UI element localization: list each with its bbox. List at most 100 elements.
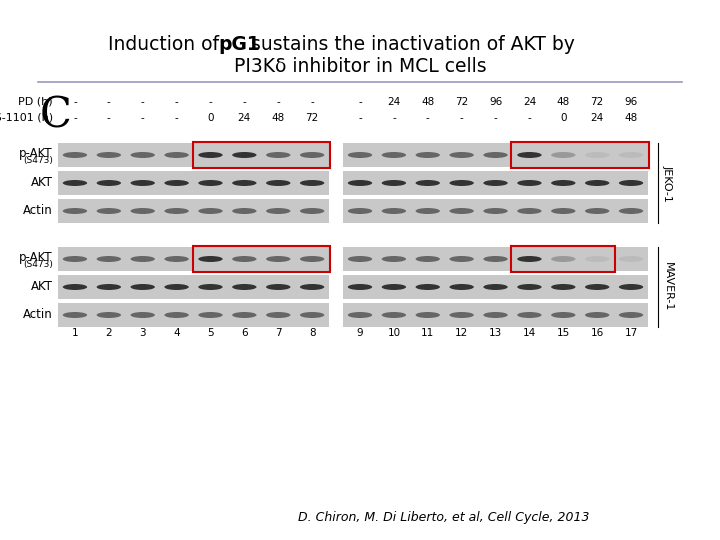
Text: -: - [276,97,280,107]
Text: 0: 0 [560,113,567,123]
Ellipse shape [96,256,121,262]
Bar [58,303,329,327]
Text: -: - [392,113,396,123]
Text: -: - [107,113,111,123]
Ellipse shape [130,180,155,186]
Ellipse shape [300,284,324,290]
Bar [192,142,330,168]
Text: -: - [141,113,145,123]
Ellipse shape [63,180,87,186]
Text: D. Chiron, M. Di Liberto, et al, Cell Cycle, 2013: D. Chiron, M. Di Liberto, et al, Cell Cy… [299,511,590,524]
Text: -: - [175,97,179,107]
Text: 7: 7 [275,328,282,338]
Text: MAVER-1: MAVER-1 [663,262,673,312]
Text: Actin: Actin [23,205,53,218]
Ellipse shape [63,152,87,158]
Ellipse shape [483,152,508,158]
Ellipse shape [130,312,155,318]
Ellipse shape [382,208,406,214]
Text: 48: 48 [271,113,285,123]
Ellipse shape [348,180,372,186]
Text: Induction of: Induction of [108,36,225,55]
Text: -: - [175,113,179,123]
Text: -: - [358,97,362,107]
Bar [343,143,648,167]
Ellipse shape [198,284,222,290]
Text: 0: 0 [207,113,214,123]
Text: 6: 6 [241,328,248,338]
Ellipse shape [348,256,372,262]
Ellipse shape [232,312,256,318]
Bar [192,246,330,272]
Ellipse shape [483,256,508,262]
Bar [58,199,329,223]
Text: 3: 3 [140,328,146,338]
Text: 72: 72 [305,113,319,123]
Ellipse shape [585,208,609,214]
Text: 16: 16 [590,328,604,338]
Bar [343,275,648,299]
Ellipse shape [232,284,256,290]
Ellipse shape [198,312,222,318]
Ellipse shape [619,152,643,158]
Ellipse shape [483,208,508,214]
Text: 2: 2 [106,328,112,338]
Ellipse shape [164,312,189,318]
Ellipse shape [517,152,541,158]
Ellipse shape [382,284,406,290]
Ellipse shape [232,208,256,214]
Bar [58,275,329,299]
Ellipse shape [63,208,87,214]
Bar [58,143,329,167]
Text: 17: 17 [624,328,638,338]
Text: C: C [40,95,72,137]
Text: -: - [243,97,246,107]
Ellipse shape [232,256,256,262]
Ellipse shape [300,180,324,186]
Ellipse shape [198,256,222,262]
Text: 4: 4 [174,328,180,338]
Ellipse shape [348,152,372,158]
Ellipse shape [348,208,372,214]
Text: 8: 8 [309,328,315,338]
Ellipse shape [164,284,189,290]
Text: 48: 48 [421,97,434,107]
Text: AKT: AKT [31,177,53,190]
Ellipse shape [96,312,121,318]
Text: 14: 14 [523,328,536,338]
Bar [343,199,648,223]
Ellipse shape [130,284,155,290]
Bar [511,246,615,272]
Ellipse shape [382,180,406,186]
Ellipse shape [164,256,189,262]
Text: (S473): (S473) [23,157,53,165]
Bar [511,142,649,168]
Ellipse shape [415,312,440,318]
Ellipse shape [449,180,474,186]
Ellipse shape [415,152,440,158]
Text: Actin: Actin [23,308,53,321]
Ellipse shape [130,256,155,262]
Ellipse shape [348,312,372,318]
Ellipse shape [517,284,541,290]
Ellipse shape [551,284,575,290]
Ellipse shape [585,256,609,262]
Ellipse shape [551,180,575,186]
Ellipse shape [63,312,87,318]
Ellipse shape [232,180,256,186]
Ellipse shape [585,180,609,186]
Ellipse shape [517,256,541,262]
Text: 9: 9 [356,328,364,338]
Text: -: - [528,113,531,123]
Ellipse shape [551,256,575,262]
Text: 15: 15 [557,328,570,338]
Ellipse shape [96,180,121,186]
Text: 10: 10 [387,328,400,338]
Text: 48: 48 [624,113,638,123]
Ellipse shape [551,312,575,318]
Ellipse shape [449,208,474,214]
Bar [343,171,648,195]
Text: -: - [310,97,314,107]
Text: 72: 72 [455,97,468,107]
Text: 24: 24 [238,113,251,123]
